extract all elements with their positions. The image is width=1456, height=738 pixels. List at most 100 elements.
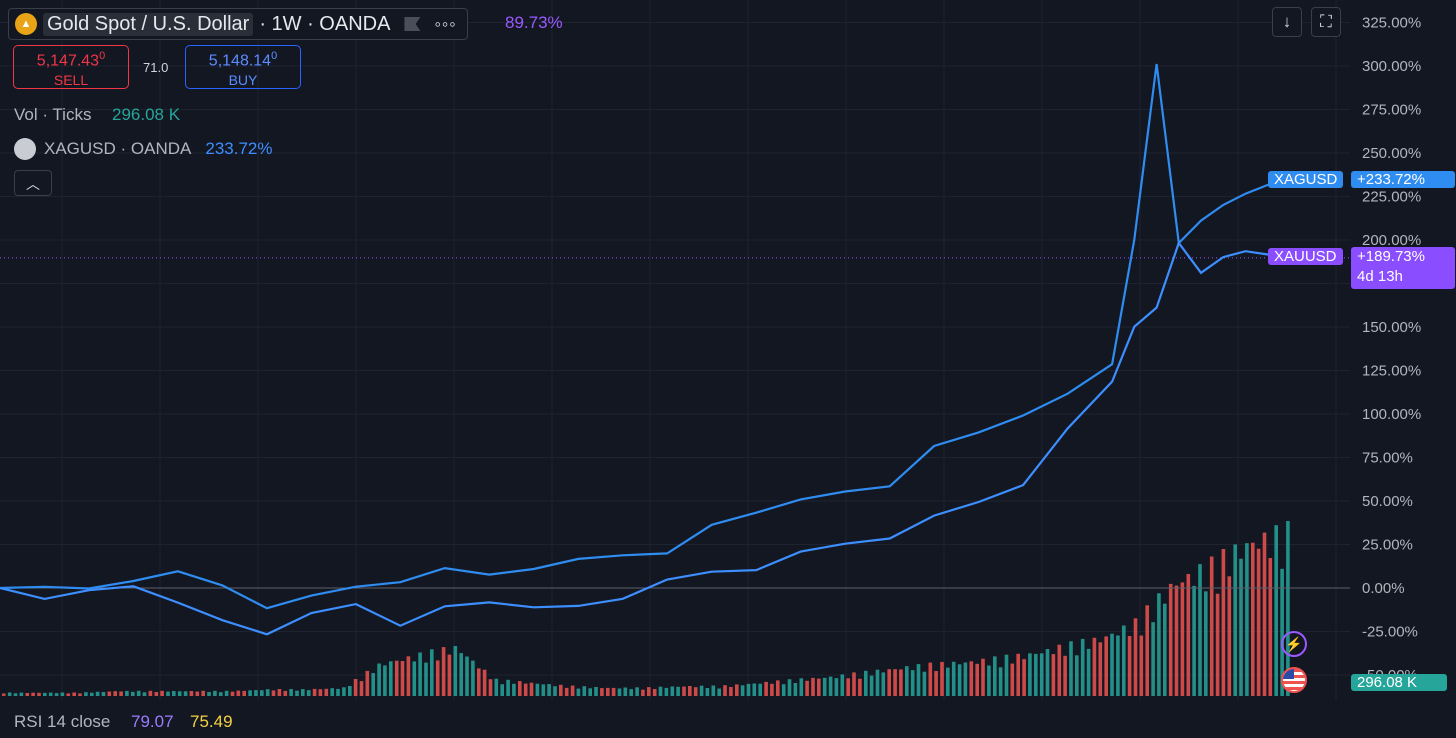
volume-bar xyxy=(1151,622,1155,696)
volume-bar xyxy=(670,686,675,696)
volume-bar xyxy=(711,685,716,696)
buy-button[interactable]: 5,148.140 BUY xyxy=(185,45,301,89)
volume-bar xyxy=(1133,618,1138,696)
grid-lines xyxy=(0,0,1350,700)
volume-bar xyxy=(781,684,786,696)
volume-bar xyxy=(893,669,897,696)
fullscreen-button[interactable]: ⛶ xyxy=(1311,7,1341,37)
fullscreen-icon: ⛶ xyxy=(1320,12,1332,31)
compare-legend[interactable]: XAGUSD · OANDA 233.72% xyxy=(14,138,272,160)
buy-label: BUY xyxy=(228,72,258,89)
volume-bar xyxy=(1022,659,1026,696)
volume-bar xyxy=(617,688,622,696)
volume-bar xyxy=(588,688,592,696)
volume-bar xyxy=(594,687,598,696)
volume-bar xyxy=(54,693,59,696)
volume-bar xyxy=(435,660,440,696)
volume-bar xyxy=(1168,583,1173,696)
volume-bar xyxy=(705,688,710,696)
volume-bar xyxy=(752,683,757,696)
volume-bar xyxy=(260,690,264,696)
volume-bar xyxy=(564,687,569,696)
more-options-icon[interactable]: ◦◦◦ xyxy=(434,13,457,34)
y-tick-label: 325.00% xyxy=(1362,15,1421,32)
volume-bar xyxy=(195,691,200,696)
volume-bar xyxy=(910,670,915,696)
volume-bar xyxy=(693,687,698,696)
volume-bars xyxy=(2,521,1290,696)
volume-bar xyxy=(729,687,733,696)
change-percent: 89.73% xyxy=(505,13,563,32)
volume-bar xyxy=(647,687,651,696)
buy-price: 5,148.14 xyxy=(208,52,272,70)
volume-bar xyxy=(213,690,217,696)
volume-bar xyxy=(160,690,164,696)
volume-bar xyxy=(1286,521,1290,696)
volume-bar xyxy=(940,661,944,696)
volume-bar xyxy=(453,646,458,696)
volume-bar xyxy=(1110,633,1114,696)
flag-icon[interactable] xyxy=(404,17,421,31)
volume-bar xyxy=(136,690,141,696)
volume-bar xyxy=(928,662,933,696)
volume-bar xyxy=(25,693,30,696)
volume-bar xyxy=(652,689,657,696)
us-flag-icon[interactable] xyxy=(1281,667,1307,693)
volume-bar xyxy=(271,690,276,696)
volume-bar xyxy=(553,686,557,696)
volume-bar xyxy=(406,656,411,696)
volume-bar xyxy=(283,690,288,696)
download-button[interactable]: ↓ xyxy=(1272,7,1302,37)
volume-bar xyxy=(899,669,903,696)
volume-bar xyxy=(969,661,974,696)
volume-bar xyxy=(471,660,475,696)
volume-bar xyxy=(699,685,704,696)
volume-bar xyxy=(465,656,469,696)
volume-bar xyxy=(95,691,100,696)
volume-bar xyxy=(1163,603,1167,696)
volume-bar xyxy=(846,678,850,696)
volume-bar xyxy=(342,687,346,696)
sell-button[interactable]: 5,147.430 SELL xyxy=(13,45,129,89)
volume-bar xyxy=(219,692,223,696)
volume-bar xyxy=(770,683,774,696)
y-tick-label: 150.00% xyxy=(1362,319,1421,336)
volume-label[interactable]: Vol · Ticks xyxy=(14,105,92,124)
volume-bar xyxy=(254,690,258,696)
volume-bar xyxy=(1280,568,1284,696)
sell-label: SELL xyxy=(53,72,89,89)
volume-bar xyxy=(1063,655,1067,696)
volume-bar xyxy=(746,683,751,696)
volume-bar xyxy=(641,689,645,696)
volume-bar xyxy=(1180,582,1185,696)
volume-bar xyxy=(975,663,979,696)
volume-bar xyxy=(981,658,985,696)
lightning-icon[interactable]: ⚡ xyxy=(1281,631,1307,657)
volume-bar xyxy=(207,692,211,696)
volume-bar xyxy=(881,672,886,696)
volume-bar xyxy=(7,692,12,696)
volume-bar xyxy=(1145,605,1149,696)
volume-bar xyxy=(60,692,65,696)
volume-bar xyxy=(887,669,891,696)
volume-bar xyxy=(635,687,639,696)
volume-bar xyxy=(1086,648,1091,696)
volume-bar xyxy=(559,684,563,696)
symbol-header[interactable]: ▲ Gold Spot / U.S. Dollar · 1W · OANDA ◦… xyxy=(8,8,468,40)
volume-bar xyxy=(998,667,1003,696)
volume-bar xyxy=(500,684,504,696)
volume-bar xyxy=(1122,625,1126,696)
silver-coin-icon xyxy=(14,138,36,160)
volume-bar xyxy=(518,681,522,696)
gold-countdown: 4d 13h xyxy=(1357,268,1403,285)
volume-bar xyxy=(735,684,739,696)
rsi-label[interactable]: RSI 14 close xyxy=(14,712,111,731)
volume-bar xyxy=(529,682,534,696)
volume-bar xyxy=(359,681,364,696)
collapse-legend-button[interactable]: ︿ xyxy=(14,170,52,196)
silver-series-line xyxy=(0,63,1291,610)
symbol-title[interactable]: Gold Spot / U.S. Dollar xyxy=(43,12,254,36)
volume-bar xyxy=(676,686,680,696)
volume-bar xyxy=(1051,654,1056,696)
